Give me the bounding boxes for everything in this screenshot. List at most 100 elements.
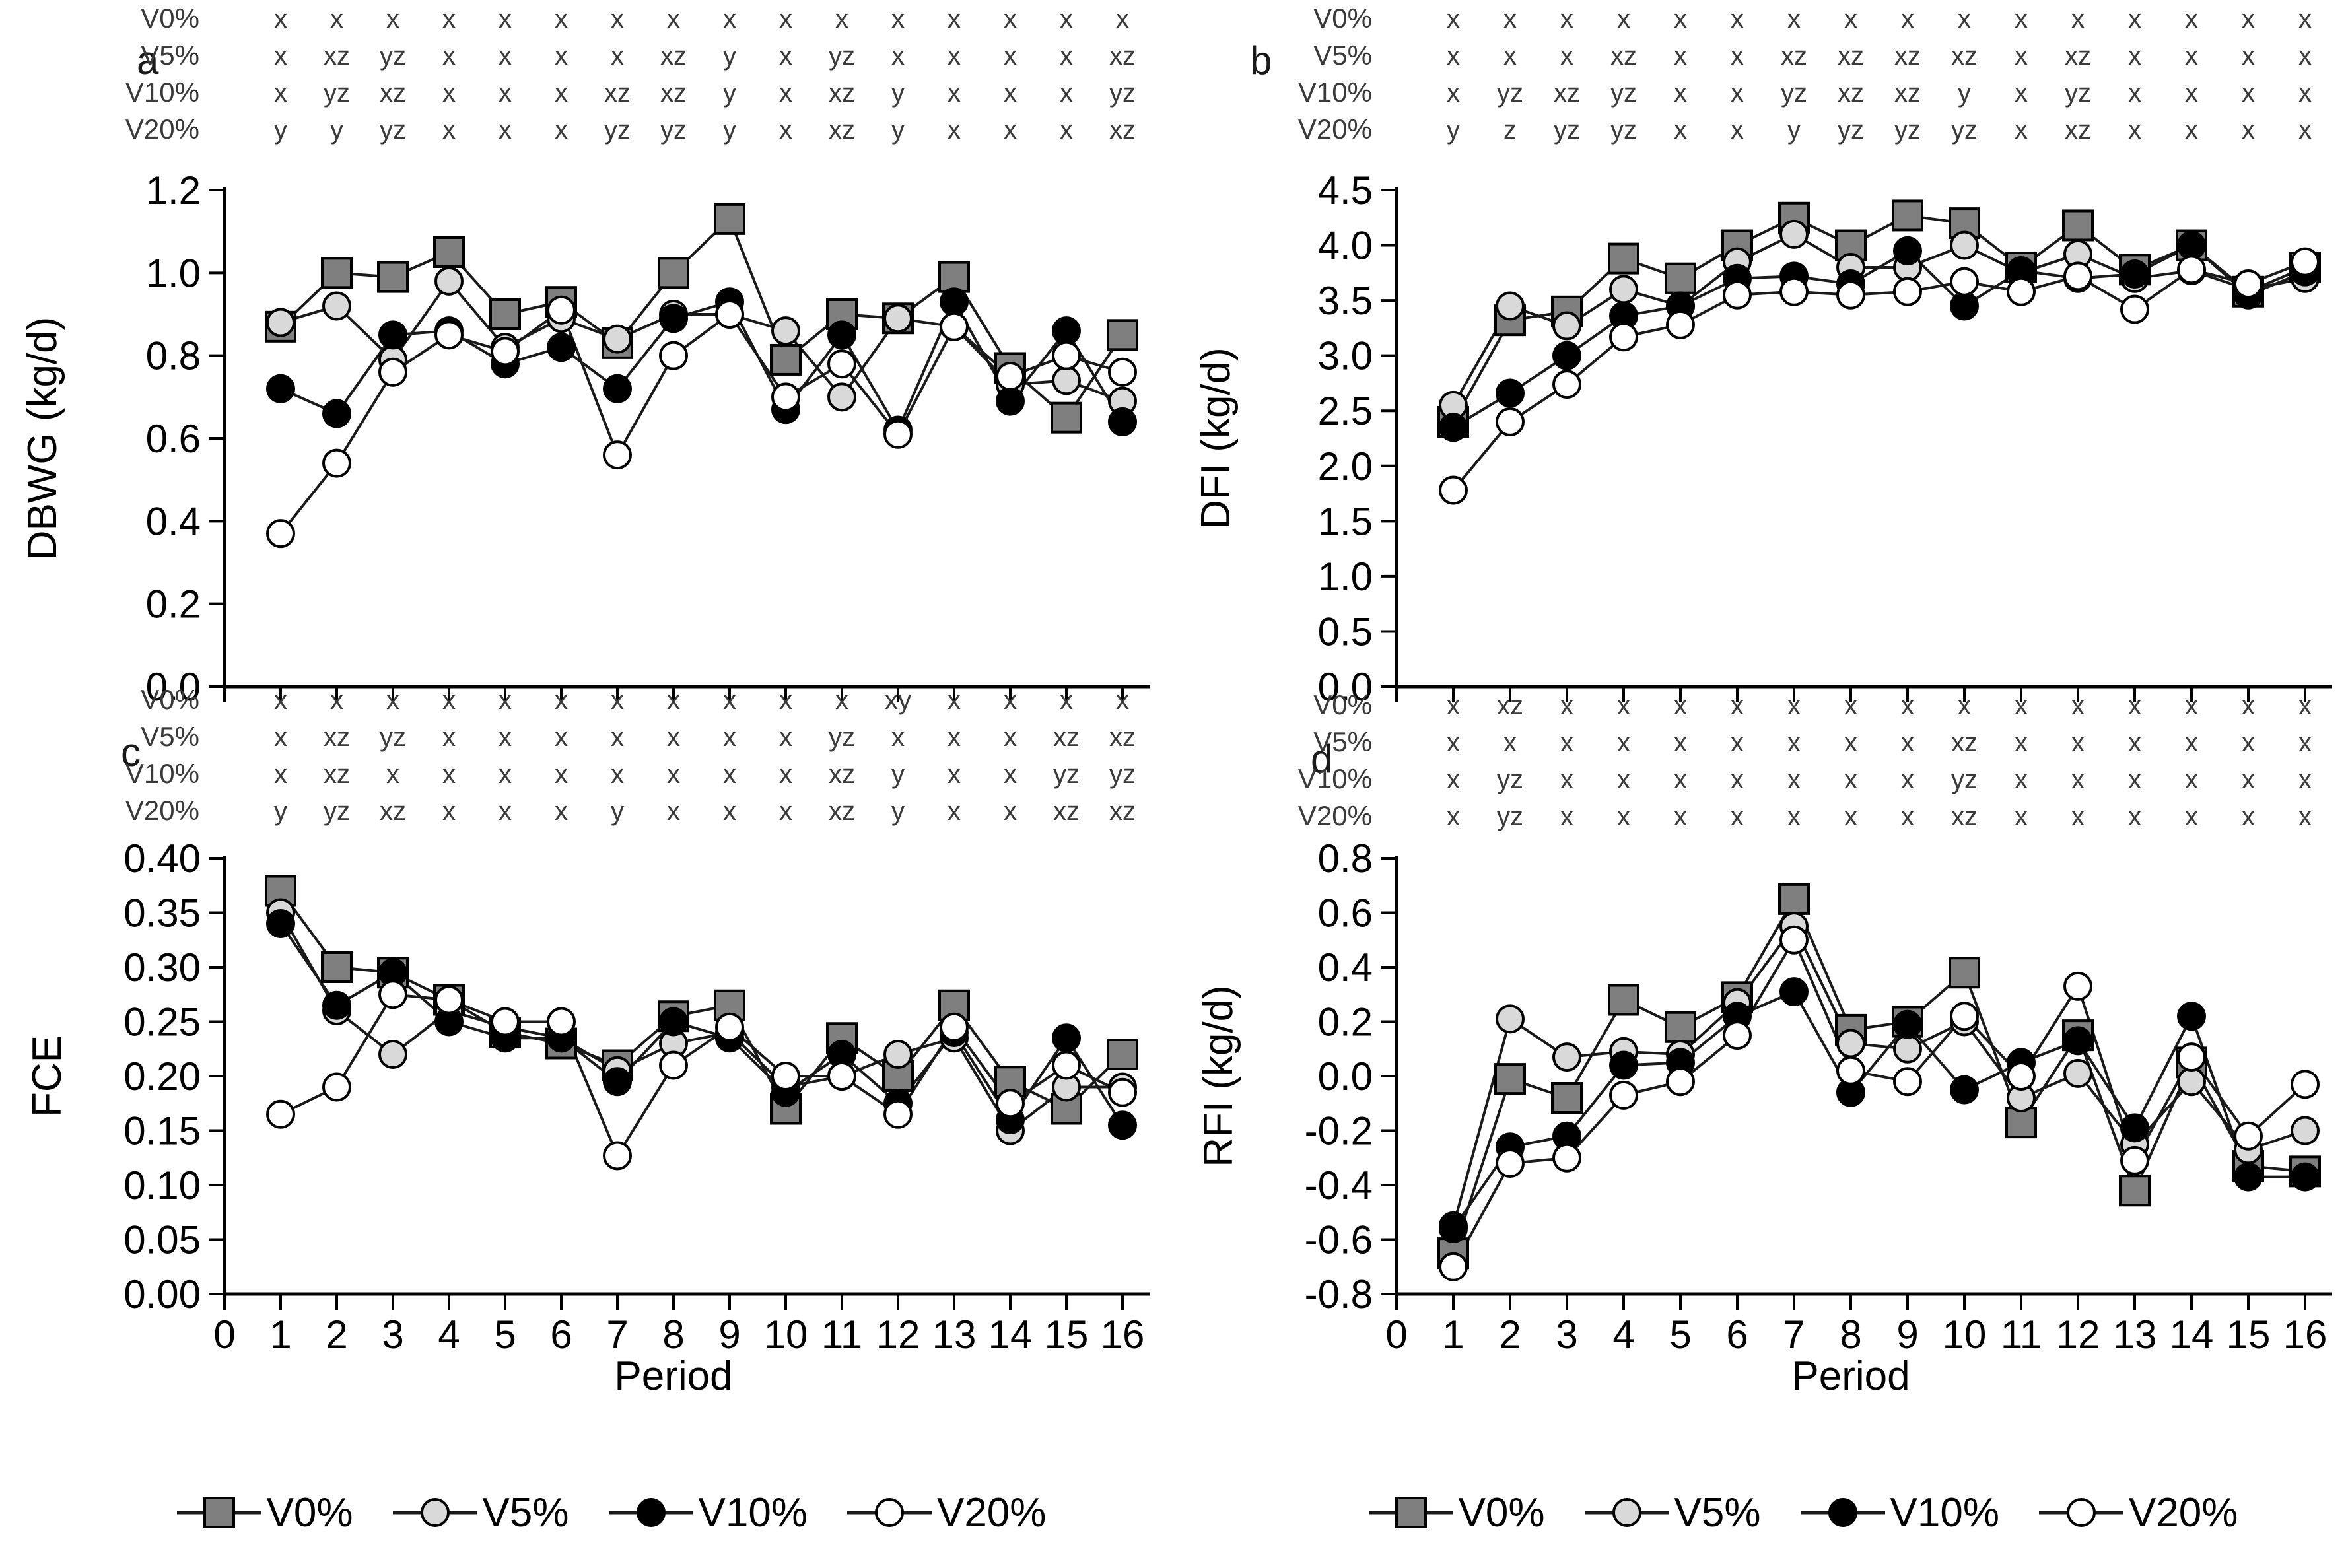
svg-text:3: 3 bbox=[382, 1312, 403, 1357]
svg-text:x: x bbox=[499, 5, 512, 34]
legend-left: V0% V5% V10% V20% bbox=[99, 1489, 1122, 1536]
svg-text:x: x bbox=[779, 760, 792, 789]
svg-text:x: x bbox=[274, 686, 287, 715]
svg-text:x: x bbox=[1447, 728, 1460, 757]
svg-text:9: 9 bbox=[718, 1312, 740, 1357]
svg-text:4: 4 bbox=[1612, 1312, 1634, 1357]
svg-text:x: x bbox=[2128, 79, 2141, 108]
svg-text:x: x bbox=[442, 686, 456, 715]
svg-text:11: 11 bbox=[2001, 1312, 2042, 1357]
svg-text:z: z bbox=[1503, 116, 1517, 145]
svg-text:x: x bbox=[611, 5, 624, 34]
svg-text:x: x bbox=[330, 5, 343, 34]
svg-text:yz: yz bbox=[1951, 116, 1978, 145]
svg-text:x: x bbox=[2185, 691, 2198, 720]
svg-text:x: x bbox=[2015, 691, 2028, 720]
svg-text:x: x bbox=[386, 686, 399, 715]
svg-text:15: 15 bbox=[1045, 1312, 1089, 1357]
svg-text:x: x bbox=[386, 760, 399, 789]
svg-text:xz: xz bbox=[1951, 728, 1978, 757]
svg-text:x: x bbox=[2015, 116, 2028, 145]
svg-text:x: x bbox=[1844, 802, 1857, 831]
svg-text:x: x bbox=[442, 760, 456, 789]
svg-text:x: x bbox=[948, 116, 961, 145]
svg-text:yz: yz bbox=[1610, 79, 1637, 108]
svg-text:x: x bbox=[2185, 802, 2198, 831]
svg-text:11: 11 bbox=[821, 1312, 862, 1357]
svg-text:0: 0 bbox=[1385, 1312, 1407, 1357]
svg-text:9: 9 bbox=[1896, 1312, 1918, 1357]
svg-text:x: x bbox=[1447, 802, 1460, 831]
svg-text:x: x bbox=[2242, 5, 2255, 34]
axes-b bbox=[1395, 187, 2332, 689]
svg-text:14: 14 bbox=[2170, 1312, 2214, 1357]
svg-text:x: x bbox=[2015, 79, 2028, 108]
svg-text:0.0: 0.0 bbox=[1318, 665, 1373, 709]
svg-text:x: x bbox=[1116, 686, 1129, 715]
svg-text:x: x bbox=[1901, 728, 1914, 757]
svg-text:xz: xz bbox=[1951, 42, 1978, 71]
significance-table-a: V0% x x x x x x x x x x x x x x x xV5% x xz yz x x x x xz y x yz x x x… bbox=[125, 3, 1136, 145]
svg-text:0.40: 0.40 bbox=[123, 836, 201, 881]
svg-text:10: 10 bbox=[1943, 1312, 1987, 1357]
series-lines-c bbox=[279, 890, 1124, 1159]
svg-text:2: 2 bbox=[1499, 1312, 1521, 1357]
svg-text:x: x bbox=[1731, 691, 1744, 720]
ticks-d bbox=[1381, 857, 2306, 1310]
svg-text:x: x bbox=[1060, 686, 1073, 715]
svg-text:x: x bbox=[1004, 797, 1017, 826]
svg-text:yz: yz bbox=[380, 116, 406, 145]
svg-text:x: x bbox=[1617, 765, 1630, 794]
legend-item-label: V5% bbox=[482, 1489, 569, 1536]
svg-text:x: x bbox=[2185, 728, 2198, 757]
svg-text:0.10: 0.10 bbox=[123, 1163, 201, 1208]
series-markers-d-V20% bbox=[1439, 925, 2320, 1281]
svg-text:x: x bbox=[723, 723, 736, 752]
svg-text:12: 12 bbox=[876, 1312, 920, 1357]
svg-text:x: x bbox=[1560, 728, 1573, 757]
svg-text:0.25: 0.25 bbox=[123, 1000, 201, 1044]
svg-text:y: y bbox=[611, 797, 624, 826]
svg-text:yz: yz bbox=[324, 79, 350, 108]
significance-table-d: V0% x xz x x x x x x x x x x x x x xV5% x x x x x x x x x xz x x x x x x… bbox=[1298, 689, 2312, 831]
svg-text:x: x bbox=[1787, 5, 1801, 34]
svg-text:4: 4 bbox=[438, 1312, 460, 1357]
svg-text:x: x bbox=[1447, 5, 1460, 34]
svg-text:x: x bbox=[1958, 5, 1971, 34]
svg-text:x: x bbox=[1731, 79, 1744, 108]
svg-text:yz: yz bbox=[1894, 116, 1921, 145]
svg-text:V10%: V10% bbox=[1298, 763, 1372, 794]
legend-item-label: V20% bbox=[936, 1489, 1047, 1536]
svg-text:x: x bbox=[2128, 116, 2141, 145]
svg-text:x: x bbox=[1617, 691, 1630, 720]
svg-text:y: y bbox=[1787, 116, 1801, 145]
svg-text:xz: xz bbox=[660, 42, 687, 71]
svg-text:V5%: V5% bbox=[141, 40, 199, 71]
svg-text:x: x bbox=[2071, 691, 2085, 720]
svg-text:x: x bbox=[1674, 691, 1687, 720]
svg-text:x: x bbox=[1787, 728, 1801, 757]
y-axis-title-d: RFI (kg/d) bbox=[1196, 985, 1241, 1167]
svg-text:-0.2: -0.2 bbox=[1305, 1109, 1373, 1153]
svg-text:1.2: 1.2 bbox=[146, 168, 201, 213]
svg-text:x: x bbox=[555, 116, 568, 145]
svg-text:x: x bbox=[2015, 5, 2028, 34]
svg-text:x: x bbox=[555, 42, 568, 71]
y-axis-title-c: FCE bbox=[24, 1035, 70, 1117]
legend-item-v10%: V10% bbox=[1799, 1489, 1999, 1536]
svg-text:yz: yz bbox=[1610, 116, 1637, 145]
svg-text:0.05: 0.05 bbox=[123, 1218, 201, 1262]
legend-marker-v20% bbox=[2038, 1498, 2123, 1527]
svg-text:x: x bbox=[1674, 765, 1687, 794]
svg-text:V10%: V10% bbox=[125, 758, 199, 789]
svg-text:x: x bbox=[891, 723, 905, 752]
svg-text:3.5: 3.5 bbox=[1318, 279, 1373, 323]
svg-text:xz: xz bbox=[380, 797, 406, 826]
svg-text:2.5: 2.5 bbox=[1318, 389, 1373, 433]
svg-text:x: x bbox=[2242, 42, 2255, 71]
svg-text:xz: xz bbox=[1951, 802, 1978, 831]
svg-text:V0%: V0% bbox=[141, 684, 199, 715]
svg-text:x: x bbox=[667, 723, 680, 752]
svg-text:x: x bbox=[2015, 802, 2028, 831]
svg-text:0.2: 0.2 bbox=[1318, 1000, 1373, 1044]
